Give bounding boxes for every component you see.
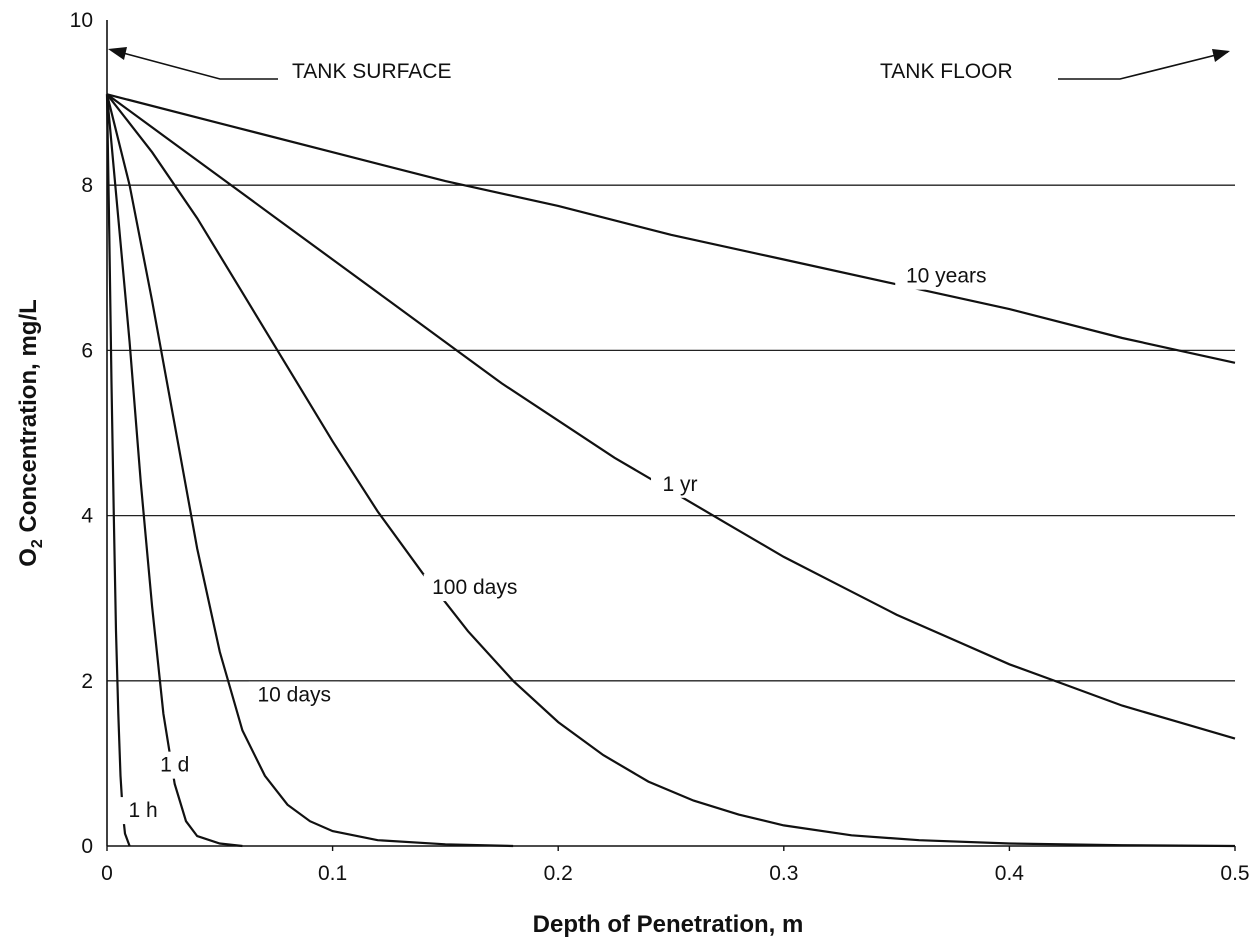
tank-surface-label: TANK SURFACE (292, 60, 451, 83)
tank-floor-arrowhead (1212, 49, 1230, 62)
curve-1-yr (106, 93, 1236, 740)
curve-label-1-d: 1 d (160, 754, 189, 777)
curve-labels: 1 h1 d 10 days 100 days 1 yr 10 years (119, 262, 998, 825)
y-axis-title-rest: Concentration, mg/L (15, 299, 42, 539)
curve-10-days (105, 94, 514, 848)
curve-10-years (106, 93, 1236, 364)
tank-floor-annotation: TANK FLOOR (880, 49, 1230, 83)
axes (106, 20, 1235, 847)
x-tick-label: 0.3 (769, 862, 798, 885)
curve-label-backdrop (248, 681, 340, 709)
tank-surface-arrowhead (108, 47, 127, 60)
tank-surface-annotation: TANK SURFACE (108, 47, 451, 83)
curve-1-d (105, 94, 243, 848)
x-tick-label: 0.1 (318, 862, 347, 885)
y-tick-label: 10 (70, 9, 93, 32)
gridlines (107, 184, 1235, 682)
y-axis-title: O2 Concentration, mg/L (15, 299, 46, 567)
y-axis-title-o: O (15, 548, 42, 567)
curve-label-backdrop (423, 574, 526, 602)
curve-label-backdrop (151, 751, 199, 779)
curve-label-backdrop (651, 470, 710, 498)
y-tick-label: 2 (81, 670, 93, 693)
curve-label-1-yr: 1 yr (663, 473, 698, 496)
tick-labels: 0 0.1 0.2 0.3 0.4 0.5 0 2 4 6 8 10 (70, 9, 1250, 885)
y-tick-label: 8 (81, 174, 93, 197)
curves (105, 93, 1236, 848)
tank-floor-label: TANK FLOOR (880, 60, 1013, 83)
x-tick-label: 0.2 (544, 862, 573, 885)
y-axis-title-subscript: 2 (29, 539, 46, 548)
y-tick-label: 0 (81, 835, 93, 858)
curve-label-10-days: 10 days (257, 683, 331, 706)
x-tick-label: 0.4 (995, 862, 1025, 885)
tank-surface-arrow (111, 49, 278, 80)
y-tick-label: 4 (81, 505, 93, 528)
curve-label-1-h: 1 h (128, 799, 157, 822)
tank-floor-arrow (1058, 51, 1229, 80)
curve-label-100-days: 100 days (432, 576, 517, 599)
curve-label-backdrop (119, 797, 167, 825)
y-tick-label: 6 (81, 339, 93, 362)
x-tick-label: 0.5 (1220, 862, 1249, 885)
curve-100-days (106, 93, 1236, 848)
curve-label-10-years: 10 years (906, 265, 987, 288)
x-axis-title: Depth of Penetration, m (533, 911, 804, 938)
x-tick-label: 0 (101, 862, 113, 885)
curve-label-backdrop (895, 262, 998, 290)
